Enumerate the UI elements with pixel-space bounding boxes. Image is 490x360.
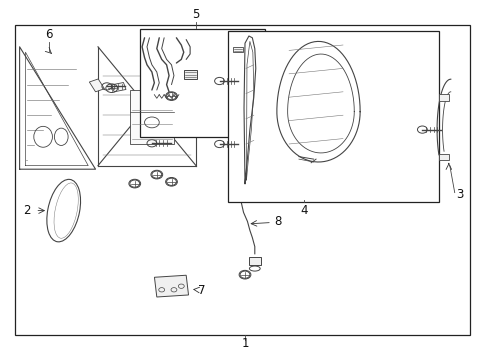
Bar [249,257,261,265]
Bar [112,82,126,92]
Bar [130,90,174,144]
Text: 7: 7 [198,284,206,297]
Bar [15,25,470,335]
Text: 5: 5 [192,8,200,21]
Bar [228,31,439,202]
Text: 8: 8 [274,215,282,228]
Bar [439,94,449,101]
Bar [233,47,243,52]
Bar [89,79,104,92]
Text: 2: 2 [23,204,31,217]
Bar [184,70,197,79]
Bar [439,154,449,160]
Bar [140,29,265,137]
Text: 4: 4 [300,204,308,217]
Text: 3: 3 [456,188,463,201]
Text: 6: 6 [45,28,53,41]
Bar [154,275,189,297]
Text: 1: 1 [241,337,249,350]
